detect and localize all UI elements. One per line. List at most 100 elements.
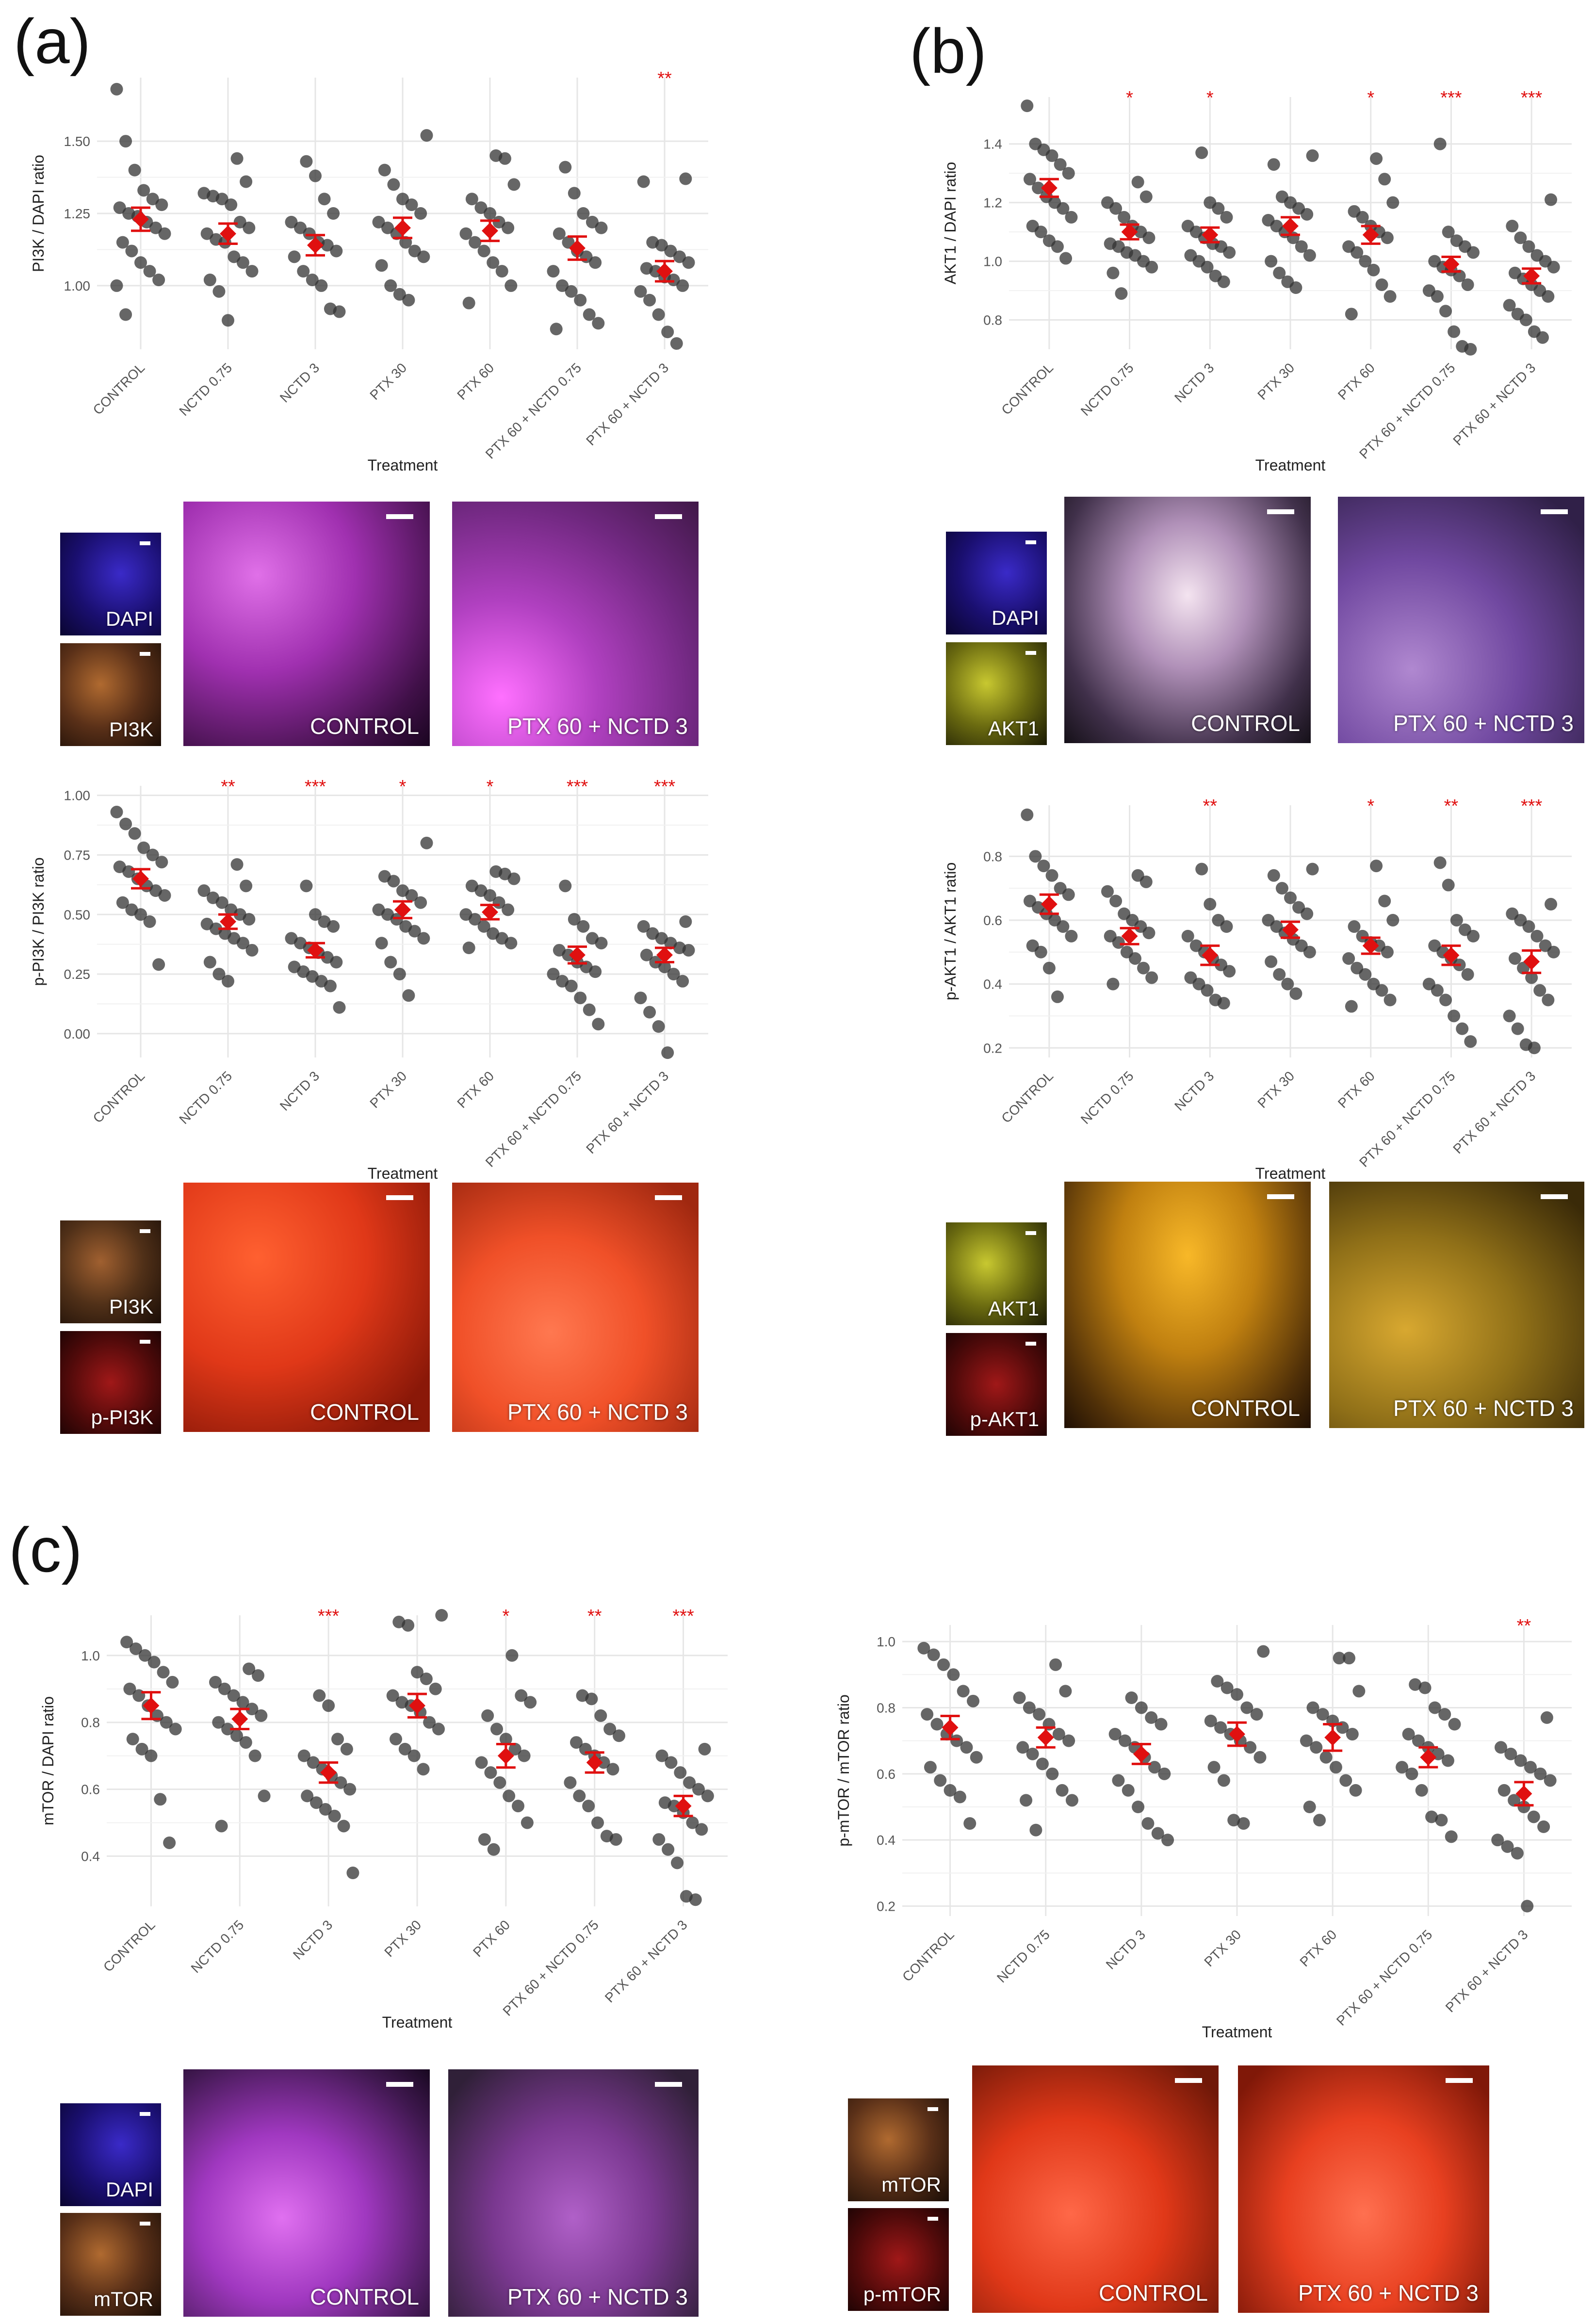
data-point <box>152 958 165 971</box>
data-point <box>652 1020 665 1033</box>
data-point <box>1109 894 1123 908</box>
data-point <box>160 1716 173 1729</box>
data-point <box>307 1756 320 1769</box>
data-point <box>408 244 421 258</box>
data-point <box>1514 1754 1527 1767</box>
data-point <box>1349 1784 1362 1797</box>
data-point <box>1333 1652 1346 1665</box>
y-tick-label: 0.4 <box>81 1849 100 1864</box>
data-point <box>1052 1728 1065 1740</box>
y-axis-label: AKT1 / DAPI ratio <box>942 162 959 285</box>
data-point <box>1145 971 1158 984</box>
y-tick-label: 0.6 <box>81 1782 100 1797</box>
micrograph-dapi-c: DAPI <box>60 2103 161 2206</box>
data-point <box>407 1749 421 1762</box>
data-point <box>1139 190 1153 203</box>
data-point <box>1511 1847 1524 1860</box>
data-point <box>1503 299 1516 312</box>
significance-label: * <box>502 1606 509 1626</box>
data-point <box>1542 290 1555 303</box>
data-point <box>393 968 406 981</box>
x-tick-label: PTX 60 <box>454 360 497 403</box>
data-point <box>1375 984 1388 997</box>
data-point <box>1306 862 1319 876</box>
data-point <box>1056 1784 1069 1797</box>
data-point <box>147 1656 161 1669</box>
significance-label: ** <box>1203 796 1217 816</box>
data-point <box>1281 977 1294 991</box>
significance-label: ** <box>657 68 672 89</box>
data-point <box>682 943 695 957</box>
data-point <box>134 908 147 921</box>
data-point <box>1273 266 1286 279</box>
data-point <box>222 975 234 988</box>
data-point <box>327 207 340 220</box>
data-point <box>924 1761 937 1774</box>
data-point <box>1062 1734 1075 1747</box>
data-point <box>303 227 316 240</box>
data-point <box>1253 1751 1267 1764</box>
data-point <box>1547 945 1560 959</box>
data-point <box>637 920 650 933</box>
data-point <box>1316 1708 1329 1721</box>
data-point <box>487 1843 500 1856</box>
significance-label: * <box>399 777 407 797</box>
data-point <box>1195 862 1208 876</box>
significance-label: *** <box>1440 88 1462 108</box>
micrograph-pi3k-treatment: PTX 60 + NCTD 3 <box>452 502 699 746</box>
data-point <box>233 215 246 228</box>
data-point <box>1409 1678 1422 1691</box>
data-point <box>1511 1022 1524 1035</box>
data-point <box>243 1662 256 1675</box>
data-point <box>1267 869 1280 882</box>
data-point <box>245 265 259 278</box>
data-point <box>203 274 216 287</box>
data-point <box>507 178 521 191</box>
data-point <box>218 1682 231 1695</box>
grid <box>97 78 708 349</box>
data-point <box>158 889 171 902</box>
data-point <box>375 937 388 950</box>
data-point <box>589 965 602 978</box>
data-point <box>1456 1022 1469 1035</box>
data-point <box>396 193 409 206</box>
data-point <box>212 968 226 981</box>
data-point <box>502 903 515 916</box>
data-point <box>1433 137 1447 150</box>
data-point <box>1161 1834 1174 1847</box>
data-point <box>1528 1041 1541 1055</box>
data-point <box>592 1018 605 1031</box>
data-point <box>203 956 216 969</box>
mean-marker <box>1362 227 1379 244</box>
data-point <box>568 913 581 926</box>
data-point <box>1438 1708 1451 1721</box>
x-tick-label: PTX 60 + NCTD 3 <box>602 1917 690 2005</box>
data-point <box>521 1816 534 1829</box>
data-point <box>1265 955 1278 968</box>
data-point <box>670 337 683 350</box>
data-point <box>1453 269 1466 282</box>
data-point <box>1425 1810 1438 1823</box>
data-point <box>331 1733 344 1746</box>
data-point <box>155 198 168 211</box>
data-point <box>248 1749 261 1762</box>
data-point <box>1464 343 1477 356</box>
data-point <box>1519 313 1532 326</box>
data-point <box>146 193 159 206</box>
data-point <box>655 1749 668 1762</box>
data-point <box>128 827 141 840</box>
data-point <box>1301 907 1314 920</box>
data-point <box>469 236 482 249</box>
data-point <box>1046 1767 1059 1780</box>
significance-label: *** <box>1521 88 1543 108</box>
data-point <box>1065 211 1078 224</box>
data-point <box>1204 1714 1217 1727</box>
data-point <box>135 1742 148 1755</box>
data-point <box>143 915 156 928</box>
data-point <box>1217 1774 1230 1787</box>
data-point <box>1201 260 1214 274</box>
x-tick-label: NCTD 3 <box>1103 1927 1148 1972</box>
data-point <box>420 836 433 849</box>
data-point <box>462 942 475 955</box>
data-point <box>1275 882 1288 895</box>
